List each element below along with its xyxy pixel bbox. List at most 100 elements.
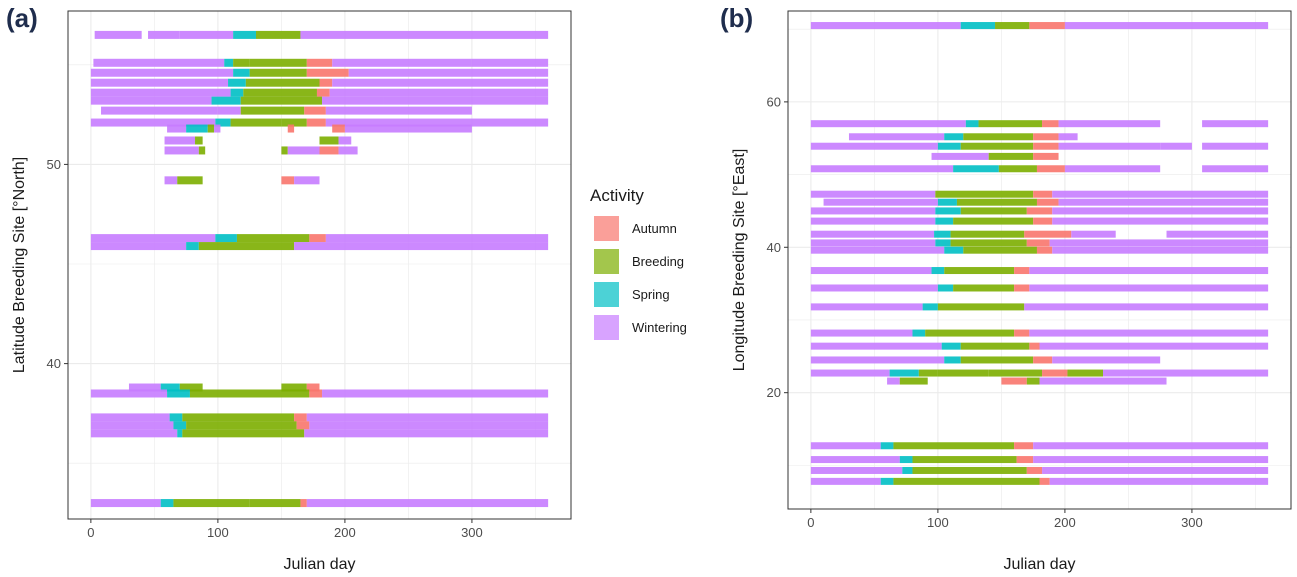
activity-segment-breeding	[960, 142, 1034, 150]
activity-segment-spring	[937, 284, 954, 292]
activity-segment-wintering	[287, 146, 320, 155]
activity-segment-autumn	[1033, 142, 1059, 150]
panel-a-frame	[67, 10, 572, 520]
activity-segment-breeding	[179, 383, 203, 392]
activity-segment-wintering	[810, 303, 923, 311]
activity-segment-autumn	[306, 383, 320, 392]
activity-segment-wintering	[300, 30, 549, 39]
activity-segment-wintering	[332, 58, 472, 67]
activity-segment-wintering	[1049, 477, 1269, 485]
y-tick-label: 40	[47, 356, 61, 371]
activity-segment-breeding	[893, 477, 1040, 485]
activity-segment-autumn	[296, 421, 310, 430]
activity-segment-breeding	[925, 329, 1015, 337]
activity-segment-wintering	[1052, 207, 1269, 215]
activity-segment-wintering	[1033, 442, 1269, 450]
activity-segment-autumn	[1039, 477, 1050, 485]
activity-segment-autumn	[1029, 22, 1065, 30]
activity-segment-wintering	[810, 207, 936, 215]
activity-segment-spring	[912, 329, 926, 337]
panel-b-y-axis-label: Longitude Breeding Site [°East]	[731, 149, 748, 372]
activity-segment-autumn	[319, 146, 339, 155]
y-tick-label: 20	[767, 385, 781, 400]
activity-segment-wintering	[304, 429, 549, 438]
activity-segment-wintering	[101, 106, 218, 115]
activity-segment-autumn	[1014, 329, 1030, 337]
activity-segment-wintering	[1071, 230, 1116, 238]
activity-segment-spring	[922, 303, 938, 311]
panel-a-y-axis-label: Latitude Breeding Site [°North]	[11, 157, 28, 373]
panel-b-label: (b)	[720, 3, 753, 33]
activity-segment-autumn	[319, 78, 333, 87]
activity-segment-wintering	[306, 499, 549, 508]
activity-segment-breeding	[912, 456, 1017, 464]
y-tick-label: 40	[767, 240, 781, 255]
legend-title: Activity	[590, 186, 644, 205]
panel-a-label: (a)	[6, 3, 38, 33]
activity-segment-breeding	[198, 146, 206, 155]
activity-segment-spring	[944, 246, 964, 254]
activity-segment-wintering	[1033, 456, 1269, 464]
activity-segment-breeding	[960, 342, 1030, 350]
activity-segment-wintering	[931, 152, 989, 160]
activity-segment-wintering	[1049, 239, 1269, 247]
activity-segment-autumn	[1033, 356, 1053, 364]
activity-segment-wintering	[810, 165, 954, 173]
activity-segment-wintering	[329, 88, 549, 97]
x-tick-label: 200	[1054, 515, 1076, 530]
activity-segment-autumn	[300, 499, 307, 508]
activity-segment-wintering	[90, 118, 216, 127]
activity-segment-wintering	[1052, 356, 1161, 364]
activity-segment-breeding	[918, 369, 938, 377]
activity-segment-wintering	[164, 176, 178, 185]
activity-segment-breeding	[281, 118, 307, 127]
activity-segment-autumn	[306, 68, 349, 77]
activity-segment-autumn	[1033, 152, 1059, 160]
activity-segment-breeding	[243, 88, 317, 97]
legend-label-autumn: Autumn	[632, 221, 677, 236]
x-tick-label: 0	[807, 515, 814, 530]
activity-segment-wintering	[90, 389, 168, 398]
activity-segment-autumn	[1036, 246, 1053, 254]
activity-segment-autumn	[1001, 377, 1027, 385]
activity-segment-breeding	[988, 152, 1034, 160]
activity-segment-wintering	[1029, 284, 1269, 292]
activity-segment-wintering	[810, 120, 966, 128]
activity-segment-autumn	[1026, 207, 1053, 215]
activity-segment-autumn	[332, 124, 345, 133]
activity-segment-wintering	[1052, 190, 1269, 198]
activity-segment-autumn	[316, 88, 330, 97]
activity-segment-wintering	[179, 30, 234, 39]
activity-segment-wintering	[810, 329, 913, 337]
activity-segment-breeding	[935, 190, 1034, 198]
activity-segment-wintering	[325, 118, 549, 127]
activity-segment-autumn	[309, 234, 326, 243]
panel-b-x-axis-label: Julian day	[1003, 556, 1075, 573]
activity-segment-wintering	[164, 136, 196, 145]
activity-segment-wintering	[90, 499, 161, 508]
activity-segment-wintering	[810, 267, 932, 275]
activity-segment-wintering	[93, 58, 225, 67]
activity-segment-wintering	[848, 133, 945, 141]
activity-segment-breeding	[230, 118, 282, 127]
activity-segment-spring	[228, 78, 246, 87]
activity-segment-breeding	[240, 106, 305, 115]
activity-segment-spring	[934, 230, 951, 238]
y-tick-label: 50	[47, 157, 61, 172]
activity-segment-breeding	[899, 377, 928, 385]
activity-segment-spring	[173, 421, 187, 430]
activity-segment-autumn	[1036, 198, 1059, 206]
panel-a: (a) 0 100 200 300 40 50 Julian day Latitude …	[6, 3, 572, 573]
activity-segment-wintering	[338, 146, 358, 155]
activity-segment-breeding	[189, 389, 310, 398]
legend-swatch-breeding	[594, 249, 619, 274]
x-tick-label: 200	[334, 525, 356, 540]
activity-segment-wintering	[810, 342, 942, 350]
activity-segment-spring	[965, 120, 979, 128]
activity-segment-spring	[169, 413, 183, 422]
x-tick-label: 0	[87, 525, 94, 540]
panel-b-frame	[787, 10, 1292, 510]
legend-label-wintering: Wintering	[632, 320, 687, 335]
activity-segment-breeding	[995, 22, 1030, 30]
activity-segment-wintering	[325, 234, 549, 243]
